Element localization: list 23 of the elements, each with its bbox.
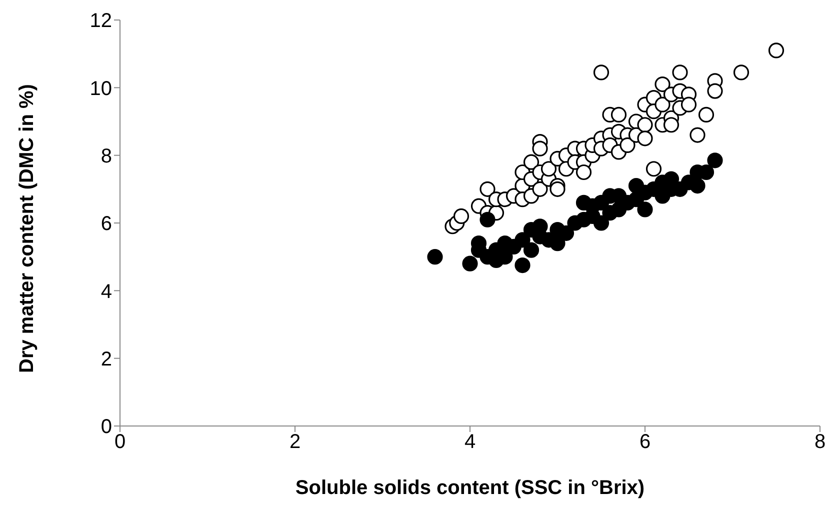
- x-tick-label: 2: [289, 431, 301, 454]
- y-tick-label: 6: [100, 213, 112, 236]
- x-tick-label: 8: [814, 431, 826, 454]
- x-tick-label: 6: [639, 431, 651, 454]
- point: [480, 212, 496, 228]
- y-axis-title: Dry matter content (DMC in %): [16, 84, 38, 373]
- x-axis-title: Soluble solids content (SSC in °Brix): [295, 477, 645, 499]
- y-tick-label: 8: [100, 145, 112, 168]
- y-tick-label: 0: [100, 416, 112, 438]
- point: [593, 215, 610, 231]
- y-tick-label: 2: [100, 348, 112, 370]
- y-tick-label: 12: [90, 10, 112, 32]
- point: [514, 257, 530, 274]
- point: [523, 242, 540, 258]
- point: [707, 152, 723, 168]
- point: [427, 249, 443, 265]
- point: [462, 256, 478, 272]
- y-tick-label: 10: [90, 78, 112, 100]
- y-tick-label: 4: [100, 280, 112, 303]
- x-tick-label: 4: [464, 431, 476, 454]
- point: [550, 236, 566, 252]
- point: [637, 202, 653, 218]
- point: [690, 178, 706, 194]
